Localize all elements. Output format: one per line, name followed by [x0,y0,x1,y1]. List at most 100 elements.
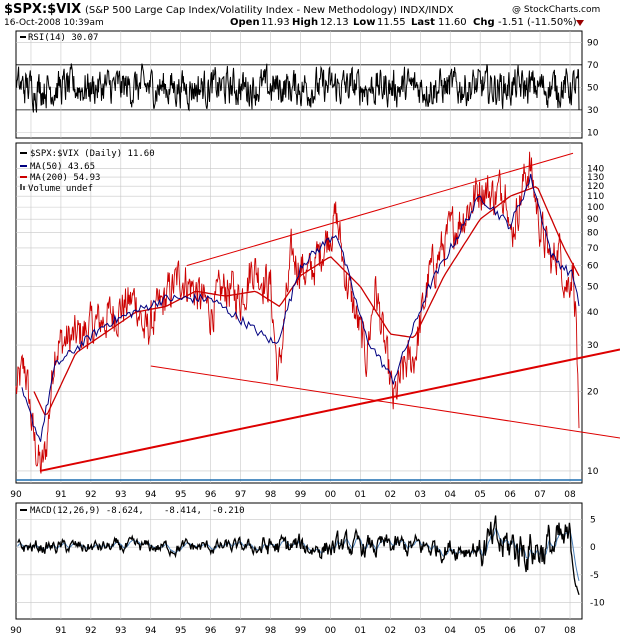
chart-datetime: 16-Oct-2008 10:39am [4,18,104,28]
year-label: 97 [235,626,246,636]
chart-symbol: $SPX:$VIX [4,2,81,17]
year-label: 04 [445,490,457,500]
year-label: 92 [85,626,96,636]
year-label: 93 [115,490,126,500]
price-tick-label: 20 [587,388,599,398]
year-label: 03 [415,626,426,636]
year-label: 91 [55,490,66,500]
price-grid [16,143,582,483]
ma200-legend-text: MA(200) 54.93 [30,173,100,183]
year-label: 95 [175,626,186,636]
rsi-axis: 90 70 50 30 10 [587,38,599,138]
high-value: 12.13 [320,17,349,28]
year-label: 07 [534,490,545,500]
price-tick-label: 10 [587,467,599,477]
year-label: 97 [235,490,246,500]
year-label: 95 [175,490,186,500]
macd-line [17,515,580,595]
price-tick-label: 110 [587,192,604,202]
year-label: 01 [355,626,366,636]
macd-tick-label: 5 [590,516,596,526]
year-label: 05 [474,626,485,636]
year-label: 02 [385,626,396,636]
macd-legend-signal: -8.414, [164,506,202,516]
year-label: 99 [295,490,307,500]
open-label: Open [230,17,260,28]
macd-tick-label: -10 [590,598,605,608]
year-label: 98 [265,490,277,500]
high-label: High [292,17,318,28]
price-tick-label: 140 [587,165,604,175]
price-tick-label: 80 [587,229,599,239]
macd-axis: 5 0 -5 -10 [590,516,605,609]
macd-legend-main: MACD(12,26,9) -8.624, [30,506,144,516]
year-label: 90 [10,490,22,500]
rsi-tick-label: 10 [587,128,599,138]
chg-label: Chg [473,17,495,28]
rsi-tick-label: 70 [587,61,599,71]
upper-channel-line [186,152,574,267]
year-label: 99 [295,626,307,636]
price-panel [15,142,583,484]
price-tick-label: 40 [587,308,599,318]
chg-value: -1.51 (-11.50%) [498,17,577,28]
low-label: Low [353,17,375,28]
price-legend-text: $SPX:$VIX (Daily) 11.60 [30,149,155,159]
rsi-tick-label: 30 [587,106,599,116]
year-label: 94 [145,626,157,636]
ma50-line [21,173,580,442]
last-label: Last [411,17,435,28]
year-label: 06 [504,626,516,636]
rsi-tick-label: 50 [587,83,599,93]
year-label: 00 [325,490,337,500]
price-tick-label: 30 [587,341,599,351]
rsi-line [15,63,580,113]
macd-legend-hist: -0.210 [212,506,245,516]
year-label: 94 [145,490,157,500]
year-label: 01 [355,490,366,500]
price-tick-label: 70 [587,244,599,254]
year-label: 91 [55,626,66,636]
year-axis-bottom: 90 91 92 93 94 95 96 97 98 99 00 01 02 03 04 05 06 07 08 [10,626,576,636]
year-label: 96 [205,626,217,636]
price-tick-label: 60 [587,262,599,272]
open-value: 11.93 [261,17,290,28]
price-tick-label: 90 [587,215,599,225]
year-label: 00 [325,626,337,636]
price-line [15,151,580,474]
price-tick-label: 130 [587,173,604,183]
ma50-legend-text: MA(50) 43.65 [30,162,95,172]
year-label: 93 [115,626,126,636]
chart-description: (S&P 500 Large Cap Index/Volatility Inde… [85,5,454,16]
rsi-legend: RSI(14) 30.07 [28,33,98,43]
rsi-tick-label: 90 [587,38,599,48]
year-label: 02 [385,490,396,500]
down-arrow-icon [576,20,584,26]
year-label: 06 [504,490,516,500]
watermark: @ StockCharts.com [512,5,600,15]
macd-legend: MACD(12,26,9) -8.624, -8.414, -0.210 [20,506,245,516]
price-legend: $SPX:$VIX (Daily) 11.60 MA(50) 43.65 MA(… [20,149,155,194]
price-tick-label: 120 [587,182,604,192]
macd-tick-label: 0 [590,543,596,553]
lower-channel-line [150,365,620,439]
volume-legend-text: Volume undef [28,184,93,194]
support-trendline [39,348,620,472]
price-tick-label: 50 [587,283,599,293]
year-label: 05 [474,490,485,500]
year-label: 90 [10,626,22,636]
year-label: 08 [564,626,576,636]
macd-tick-label: -5 [590,571,599,581]
year-label: 08 [564,490,576,500]
year-label: 96 [205,490,217,500]
last-value: 11.60 [438,17,467,28]
year-label: 92 [85,490,96,500]
low-value: 11.55 [377,17,406,28]
year-label: 98 [265,626,277,636]
year-label: 04 [445,626,457,636]
year-label: 07 [534,626,545,636]
macd-panel [15,502,583,620]
price-tick-label: 100 [587,203,604,213]
